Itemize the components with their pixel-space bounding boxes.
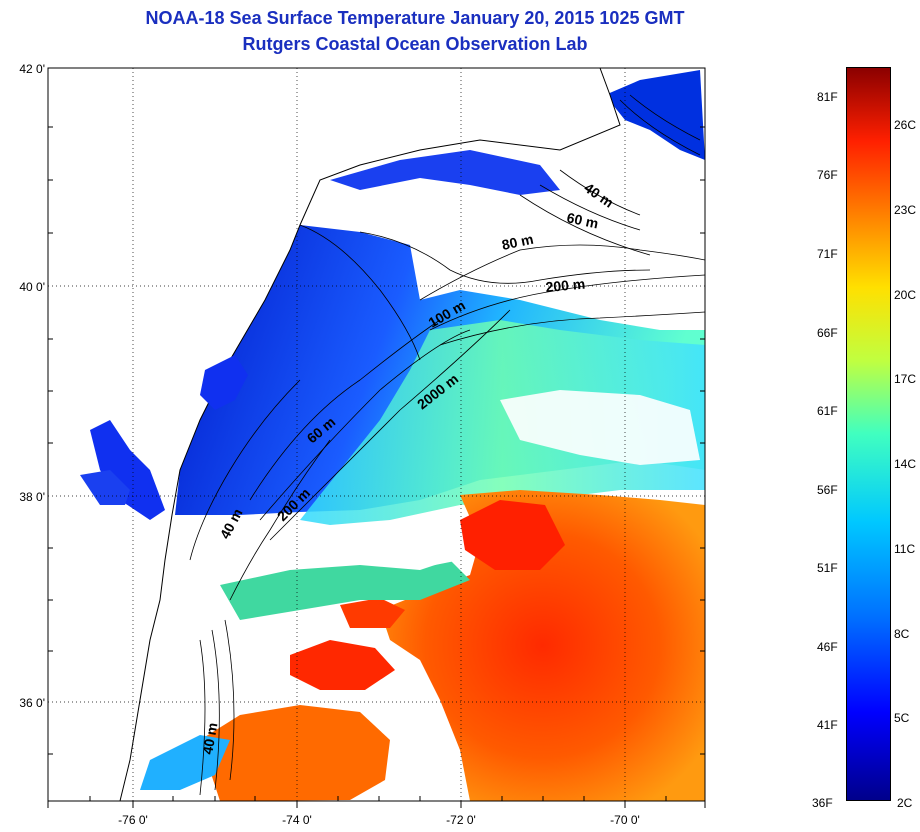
lat-label-36: 36 0'	[19, 696, 45, 710]
isobath-label-60m-north: 60 m	[565, 209, 600, 231]
axis-ticks	[47, 126, 706, 808]
colorbar-f-76: 76F	[817, 168, 838, 182]
cyan-strip-south	[140, 735, 230, 790]
lat-label-38: 38 0'	[19, 490, 45, 504]
colorbar-f-66: 66F	[817, 326, 838, 340]
lon-label-74: -74 0'	[282, 813, 312, 827]
colorbar-f-41: 41F	[817, 718, 838, 732]
warm-water-south	[200, 705, 390, 801]
colorbar-c-20: 20C	[894, 288, 917, 302]
colorbar-c-2: 2C	[897, 796, 913, 810]
colorbar-c-26: 26C	[894, 118, 917, 132]
colorbar-c-17: 17C	[894, 372, 917, 386]
colorbar-c-11: 11C	[894, 542, 916, 556]
cool-band-south	[220, 560, 470, 620]
warm-eddy-north	[460, 500, 565, 570]
colorbar-f-36: 36F	[812, 796, 833, 810]
gulf-stream-warm-water	[380, 490, 705, 801]
isobath-label-80m: 80 m	[500, 231, 535, 253]
colorbar-f-61: 61F	[817, 404, 838, 418]
chesapeake-bay-lower	[80, 470, 130, 505]
temperature-colorbar	[846, 67, 891, 801]
colorbar-f-56: 56F	[817, 483, 838, 497]
slope-water	[300, 320, 705, 525]
lon-label-76: -76 0'	[118, 813, 148, 827]
delaware-bay	[200, 355, 248, 410]
grid-lines	[48, 68, 705, 801]
colorbar-f-46: 46F	[817, 640, 838, 654]
colorbar-c-14: 14C	[894, 457, 917, 471]
lon-label-70: -70 0'	[610, 813, 640, 827]
cold-water-long-island	[330, 150, 560, 195]
chesapeake-bay	[90, 420, 165, 520]
colorbar-f-71: 71F	[817, 247, 838, 261]
isobath-lines	[189, 94, 705, 796]
cloud-band-mid	[260, 520, 460, 568]
land-mass	[48, 68, 621, 801]
map-subtitle: Rutgers Coastal Ocean Observation Lab	[242, 34, 588, 54]
lat-label-42: 42 0'	[19, 62, 45, 76]
colorbar-c-23: 23C	[894, 203, 917, 217]
colorbar-f-51: 51F	[817, 561, 838, 575]
lat-label-40: 40 0'	[19, 280, 45, 294]
cloud-patch-east	[500, 390, 700, 465]
colorbar-c-8: 8C	[894, 627, 910, 641]
isobath-label-200m-north: 200 m	[545, 276, 586, 295]
colorbar-f-81: 81F	[817, 90, 838, 104]
isobath-label-40m-north: 40 m	[581, 179, 616, 210]
map-title: NOAA-18 Sea Surface Temperature January …	[145, 8, 685, 28]
warm-patch-north-west	[340, 598, 405, 628]
colorbar-c-5: 5C	[894, 711, 910, 725]
lon-label-72: -72 0'	[446, 813, 476, 827]
warm-eddy-west	[290, 640, 395, 690]
cold-water-northeast	[605, 70, 705, 160]
plot-frame	[47, 67, 706, 802]
isobath-label-40m-south: 40 m	[199, 721, 220, 755]
